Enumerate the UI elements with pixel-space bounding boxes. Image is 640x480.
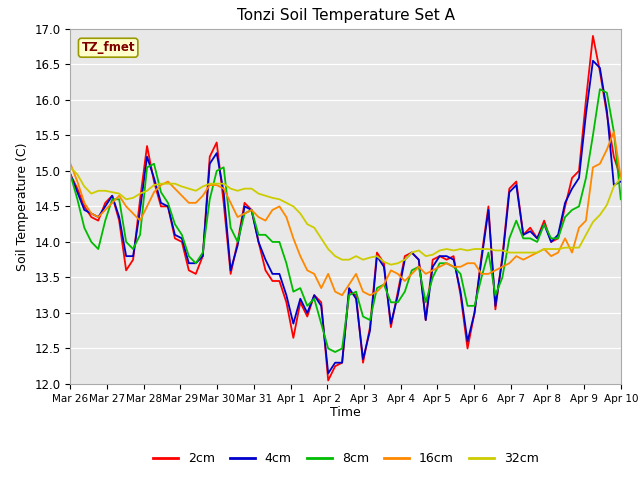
X-axis label: Time: Time	[330, 407, 361, 420]
Y-axis label: Soil Temperature (C): Soil Temperature (C)	[16, 142, 29, 271]
Legend: 2cm, 4cm, 8cm, 16cm, 32cm: 2cm, 4cm, 8cm, 16cm, 32cm	[148, 447, 543, 470]
Text: TZ_fmet: TZ_fmet	[81, 41, 135, 54]
Title: Tonzi Soil Temperature Set A: Tonzi Soil Temperature Set A	[237, 9, 454, 24]
